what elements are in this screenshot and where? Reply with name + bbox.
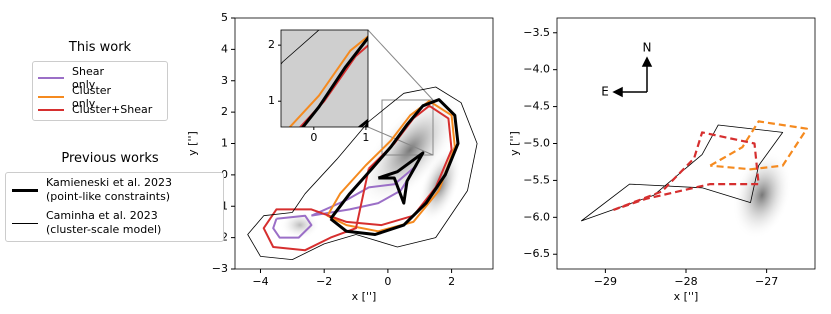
legend-swatch <box>38 77 64 79</box>
curve <box>613 131 760 211</box>
legend-swatch <box>12 222 38 224</box>
y-tick-label: 4 <box>221 42 228 55</box>
x-axis-label: x [''] <box>674 290 699 303</box>
inset-x-tick-label: 1 <box>362 131 369 144</box>
inset-y-tick-label: 1 <box>268 94 275 107</box>
image-bg <box>732 150 792 240</box>
x-axis-label: x [''] <box>352 290 377 303</box>
legend-swatch <box>12 188 38 192</box>
y-axis-label: y [''] <box>508 131 521 156</box>
y-tick-label: −4.5 <box>523 100 550 113</box>
curve <box>262 104 453 252</box>
x-tick-label: 2 <box>448 275 455 288</box>
y-tick-label: −3 <box>212 262 228 275</box>
legend-label: Cluster+Shear <box>72 103 153 116</box>
x-tick-label: 0 <box>384 275 391 288</box>
inset-bg <box>281 30 368 127</box>
curve <box>329 98 460 236</box>
curve <box>247 86 478 260</box>
legend-entry: Shear only <box>38 65 104 91</box>
plot-area <box>580 120 808 222</box>
x-tick-label: −4 <box>252 275 268 288</box>
y-tick-label: −3.5 <box>523 26 550 39</box>
plot-area <box>247 86 478 260</box>
zoom-box <box>381 99 434 156</box>
annotation: E <box>601 85 609 99</box>
inset-area <box>281 30 368 127</box>
compass <box>612 56 653 98</box>
x-tick-label: −28 <box>674 275 697 288</box>
legend-title: This work <box>68 40 132 55</box>
y-tick-label: −6.0 <box>523 210 550 223</box>
y-axis-label: y [''] <box>186 131 199 156</box>
y-tick-label: 2 <box>221 105 228 118</box>
legend-entry: Caminha et al. 2023 (cluster-scale model… <box>12 209 206 237</box>
annotation: N <box>643 41 652 55</box>
curve <box>709 120 808 171</box>
inset-frame <box>280 29 369 128</box>
legend-box <box>32 61 168 121</box>
legend-label: Caminha et al. 2023 (cluster-scale model… <box>46 209 162 236</box>
legend-entry: Cluster only <box>38 84 111 110</box>
y-tick-label: 0 <box>221 168 228 181</box>
x-tick-label: −29 <box>594 275 617 288</box>
legend-entry: Cluster+Shear <box>38 103 152 116</box>
zoom-connector <box>367 126 434 156</box>
legend-label: Kamieneski et al. 2023 (point-like const… <box>46 176 173 203</box>
y-tick-label: 3 <box>221 74 228 87</box>
x-tick-label: −2 <box>316 275 332 288</box>
x-tick-label: −27 <box>755 275 778 288</box>
legend-label: Cluster only <box>72 84 112 110</box>
curve <box>288 35 368 127</box>
legend-label: Shear only <box>72 65 104 91</box>
y-tick-label: −5.0 <box>523 137 550 150</box>
inset-x-tick-label: 0 <box>310 131 317 144</box>
legend-swatch <box>38 108 64 111</box>
legend-entry: Kamieneski et al. 2023 (point-like const… <box>12 176 206 204</box>
plot-layer: −4−202−3−2−1012345x ['']y ['']−29−28−27−… <box>186 11 816 303</box>
legend-title: Previous works <box>61 151 159 166</box>
y-tick-label: −5.5 <box>523 173 550 186</box>
y-tick-label: 5 <box>221 11 228 24</box>
zoom-connector <box>367 29 434 101</box>
y-tick-label: −4.0 <box>523 63 550 76</box>
axes-frame <box>556 17 816 270</box>
y-tick-label: 1 <box>221 137 228 150</box>
legend-box <box>5 172 224 242</box>
inset-y-tick-label: 2 <box>268 38 275 51</box>
legend-swatch <box>38 96 64 98</box>
y-tick-label: −6.5 <box>523 247 550 260</box>
